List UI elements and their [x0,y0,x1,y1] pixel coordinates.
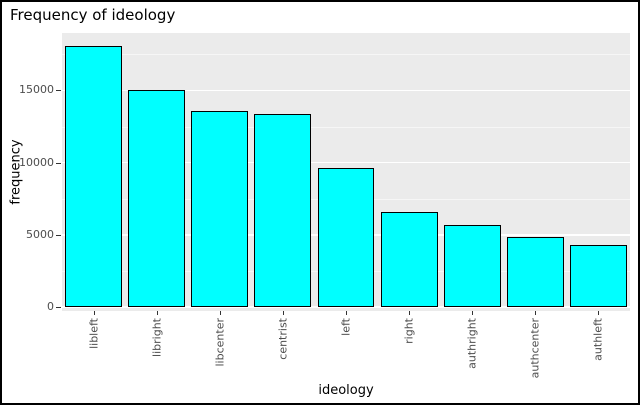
y-tick-label: 15000 [19,83,54,97]
gridline-minor [62,126,630,128]
y-tick-mark [56,90,61,92]
gridline-major [62,89,630,92]
x-tick-mark [93,311,95,315]
plot-panel [62,33,630,311]
x-tick-mark [535,311,537,315]
bar [128,90,186,307]
y-tick-label: 10000 [19,155,54,169]
x-tick-label: left [340,318,353,340]
x-tick-label: right [403,318,416,348]
x-tick-label: libleft [87,318,100,353]
x-tick-label: authright [466,318,479,373]
x-tick-label-text: left [339,318,353,336]
y-tick-label: 5000 [26,227,54,241]
x-tick-label-text: authcenter [528,318,542,379]
x-tick-label: libcenter [213,318,226,371]
bar [443,225,501,307]
y-tick-label: 0 [47,300,54,313]
x-tick-mark [598,311,600,315]
bar [191,111,249,307]
x-tick-label-text: authright [465,318,479,369]
x-tick-label-text: libleft [87,318,101,349]
x-tick-mark [156,311,158,315]
y-tick-mark [56,234,61,236]
y-tick-mark [56,162,61,164]
x-tick-label-text: centrist [276,318,290,360]
x-tick-label: centrist [276,318,289,364]
y-axis-title: frequency [8,139,24,205]
x-tick-mark [219,311,221,315]
x-tick-mark [472,311,474,315]
x-tick-label-text: libcenter [213,318,227,367]
bar [317,168,375,307]
bar [380,211,438,307]
x-tick-label-text: right [402,318,416,344]
x-tick-label-text: authleft [591,318,605,361]
gridline-major [62,306,630,308]
x-tick-label: authleft [592,318,605,365]
y-tick-mark [56,307,61,308]
x-axis-title: ideology [318,383,374,398]
gridline-minor [62,54,630,56]
x-tick-label-text: libright [150,318,164,357]
x-tick-label: libright [150,318,163,361]
x-tick-mark [282,311,284,315]
x-tick-mark [409,311,411,315]
bar [506,236,564,307]
x-tick-mark [346,311,347,315]
gridline-major [62,161,630,164]
bar [570,244,627,307]
bar [65,46,122,307]
chart-title: Frequency of ideology [10,6,176,24]
x-tick-label: authcenter [529,318,542,382]
bar [254,113,312,307]
